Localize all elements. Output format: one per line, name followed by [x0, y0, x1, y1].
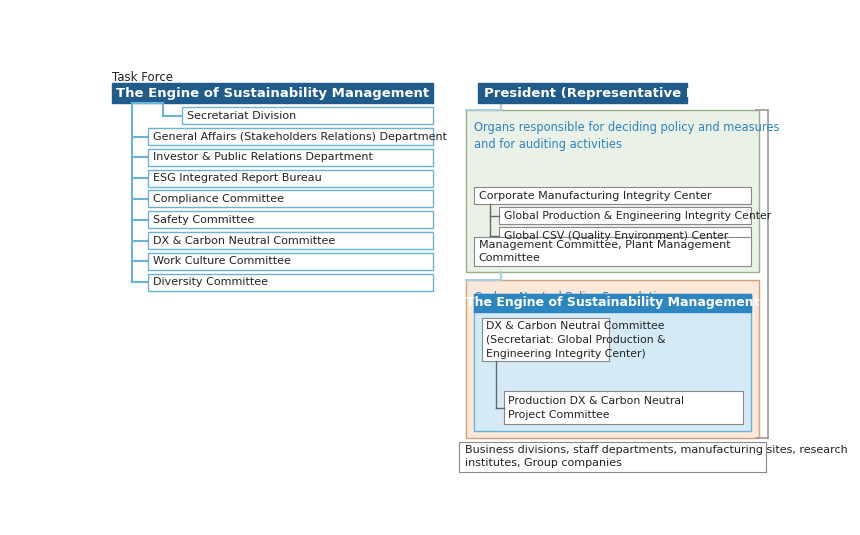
FancyBboxPatch shape — [499, 227, 751, 244]
FancyBboxPatch shape — [148, 149, 433, 166]
Text: Organs responsible for deciding policy and measures
and for auditing activities: Organs responsible for deciding policy a… — [474, 121, 779, 151]
Text: Corporate Manufacturing Integrity Center: Corporate Manufacturing Integrity Center — [479, 191, 711, 201]
Text: DX & Carbon Neutral Committee
(Secretariat: Global Production &
Engineering Inte: DX & Carbon Neutral Committee (Secretari… — [487, 321, 666, 359]
Text: Global Production & Engineering Integrity Center: Global Production & Engineering Integrit… — [503, 211, 771, 221]
FancyBboxPatch shape — [148, 128, 433, 145]
FancyBboxPatch shape — [148, 232, 433, 249]
Text: The Engine of Sustainability Management: The Engine of Sustainability Management — [116, 87, 429, 100]
Text: Secretariat Division: Secretariat Division — [187, 111, 297, 121]
FancyBboxPatch shape — [482, 318, 609, 362]
FancyBboxPatch shape — [474, 236, 751, 266]
Text: Management Committee, Plant Management
Committee: Management Committee, Plant Management C… — [479, 240, 730, 263]
Text: Investor & Public Relations Department: Investor & Public Relations Department — [153, 152, 373, 162]
FancyBboxPatch shape — [474, 294, 751, 312]
FancyBboxPatch shape — [148, 273, 433, 291]
FancyBboxPatch shape — [474, 294, 751, 432]
FancyBboxPatch shape — [503, 392, 743, 424]
Text: Production DX & Carbon Neutral
Project Committee: Production DX & Carbon Neutral Project C… — [508, 395, 685, 419]
FancyBboxPatch shape — [466, 110, 759, 272]
Text: Global CSV (Quality Environment) Center: Global CSV (Quality Environment) Center — [503, 231, 728, 241]
FancyBboxPatch shape — [466, 280, 759, 438]
FancyBboxPatch shape — [148, 170, 433, 187]
Text: ESG Integrated Report Bureau: ESG Integrated Report Bureau — [153, 173, 322, 183]
FancyBboxPatch shape — [458, 442, 766, 471]
Text: The Engine of Sustainability Management: The Engine of Sustainability Management — [465, 296, 759, 309]
Text: Task Force: Task Force — [112, 71, 173, 84]
Text: Carbon Neutral Policy Formulation: Carbon Neutral Policy Formulation — [474, 291, 671, 303]
FancyBboxPatch shape — [148, 211, 433, 228]
FancyBboxPatch shape — [148, 253, 433, 270]
Text: Compliance Committee: Compliance Committee — [153, 194, 284, 204]
Text: Business divisions, staff departments, manufacturing sites, research
institutes,: Business divisions, staff departments, m… — [464, 445, 847, 469]
Text: General Affairs (Stakeholders Relations) Department: General Affairs (Stakeholders Relations)… — [153, 132, 447, 142]
FancyBboxPatch shape — [474, 187, 751, 204]
FancyBboxPatch shape — [478, 83, 687, 103]
FancyBboxPatch shape — [112, 83, 433, 103]
Text: Work Culture Committee: Work Culture Committee — [153, 256, 291, 266]
Text: President (Representative Director): President (Representative Director) — [484, 87, 753, 100]
Text: DX & Carbon Neutral Committee: DX & Carbon Neutral Committee — [153, 235, 335, 246]
Text: Safety Committee: Safety Committee — [153, 215, 255, 225]
FancyBboxPatch shape — [499, 208, 751, 224]
FancyBboxPatch shape — [148, 190, 433, 208]
FancyBboxPatch shape — [182, 108, 433, 124]
Text: Diversity Committee: Diversity Committee — [153, 277, 268, 287]
